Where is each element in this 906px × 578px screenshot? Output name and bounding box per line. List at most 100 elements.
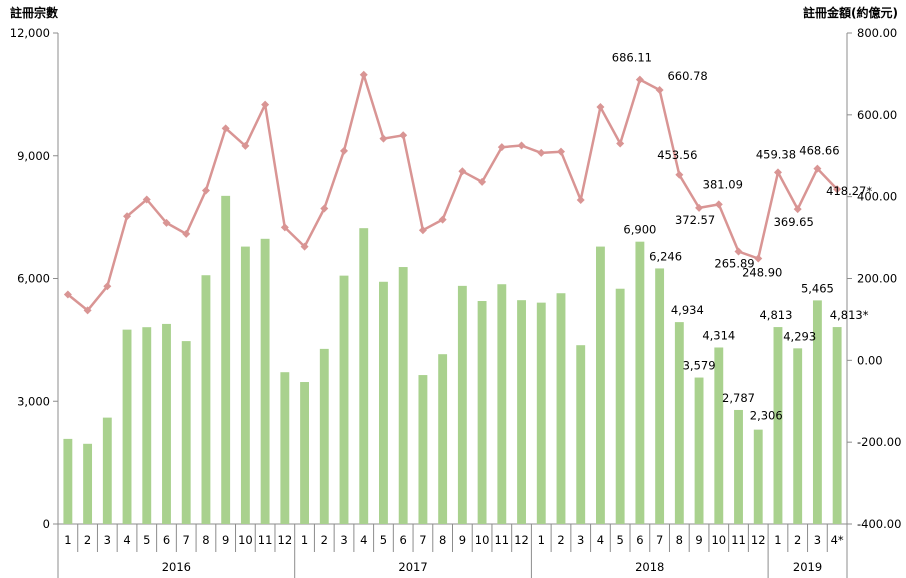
- bar: [379, 281, 388, 524]
- x-tick-label: 4: [360, 533, 367, 547]
- x-tick-label: 1: [64, 533, 71, 547]
- line-path: [67, 73, 839, 312]
- line-point: [63, 290, 72, 299]
- line-point: [478, 177, 487, 186]
- x-tick-label: 8: [439, 533, 446, 547]
- x-tick-label: 10: [711, 533, 726, 547]
- x-tick-label: 12: [278, 533, 293, 547]
- line-point: [359, 70, 368, 79]
- bar: [674, 322, 684, 524]
- line-point: [261, 100, 270, 109]
- line-point: [576, 195, 585, 204]
- bar-data-label: 2,787: [722, 391, 755, 405]
- x-tick-label: 2: [557, 533, 564, 547]
- bar: [83, 443, 93, 524]
- x-axis: 1 2 3 4 5 6 7 8 9 10 11 12 1 2 3 4 5 6 7 8 9 10 11 12 1 2 3 4 5 6 7 8 9 1…: [57, 524, 848, 578]
- x-tick-label: 5: [380, 533, 387, 547]
- right-tick-label: 800.00: [857, 26, 897, 40]
- bar: [398, 267, 408, 524]
- line-point: [438, 215, 447, 224]
- x-tick-label: 9: [695, 533, 702, 547]
- bar: [438, 354, 448, 524]
- x-tick-label: 11: [258, 533, 273, 547]
- bar: [635, 241, 645, 525]
- x-tick-label: 8: [202, 533, 209, 547]
- line-data-label: 372.57: [675, 213, 715, 227]
- year-label: 2017: [398, 560, 427, 574]
- bar: [536, 302, 546, 524]
- line-point: [596, 103, 605, 112]
- bar: [300, 382, 310, 524]
- bar: [181, 341, 191, 524]
- line-point: [379, 134, 388, 143]
- line-point: [813, 164, 822, 173]
- x-tick-label: 9: [222, 533, 229, 547]
- line-data-label: 686.11: [612, 51, 652, 65]
- line-point: [773, 168, 782, 177]
- bar-data-label: 2,306: [750, 409, 783, 423]
- x-tick-label: 6: [400, 533, 407, 547]
- line-point: [793, 205, 802, 214]
- right-tick-label: -200.00: [857, 435, 901, 449]
- x-tick-label: 7: [656, 533, 663, 547]
- x-tick-label: 9: [459, 533, 466, 547]
- axes: 0 3,000 6,000 9,000 12,000 -400.00 -200.00 0.00…: [10, 26, 902, 531]
- line-point: [280, 223, 289, 232]
- bar: [63, 438, 73, 524]
- bar: [201, 275, 211, 524]
- right-tick-label: 400.00: [857, 190, 897, 204]
- right-tick-label: 0.00: [857, 353, 883, 367]
- line-point: [695, 203, 704, 212]
- bar-data-label: 4,314: [702, 328, 735, 342]
- bar: [221, 195, 231, 524]
- bar-data-label: 4,813*: [830, 308, 869, 322]
- line-data-label: 459.38: [756, 147, 796, 161]
- x-tick-label: 4: [123, 533, 130, 547]
- line-point: [458, 167, 467, 176]
- line-point: [241, 141, 250, 150]
- bar: [694, 377, 704, 524]
- line-data-label: 248.90: [742, 265, 782, 279]
- bar: [734, 409, 743, 524]
- line-point: [556, 147, 565, 156]
- bar: [280, 372, 290, 524]
- bar: [773, 327, 783, 524]
- bar-data-label: 4,934: [671, 303, 704, 317]
- bar: [260, 238, 270, 524]
- line-point: [162, 218, 171, 227]
- line-point: [833, 185, 842, 194]
- line-data-label: 660.78: [667, 69, 707, 83]
- x-tick-label: 6: [163, 533, 170, 547]
- line-point: [734, 247, 743, 256]
- line-point: [754, 254, 763, 263]
- line-point: [320, 204, 329, 213]
- left-tick-label: 12,000: [10, 26, 50, 40]
- line-data-label: 453.56: [657, 148, 697, 162]
- bar: [319, 348, 329, 524]
- bar-data-label: 4,813: [759, 308, 792, 322]
- left-tick-label: 6,000: [17, 272, 50, 286]
- bar-series: [63, 195, 842, 525]
- x-tick-label: 1: [538, 533, 545, 547]
- bar-data-label: 6,900: [623, 223, 656, 237]
- line-point: [418, 226, 427, 235]
- bar: [418, 375, 428, 524]
- bar: [753, 429, 763, 524]
- bar-data-label: 4,293: [783, 329, 816, 343]
- x-tick-label: 12: [751, 533, 766, 547]
- bar: [714, 347, 724, 524]
- bar: [793, 348, 803, 524]
- bar: [122, 329, 132, 524]
- line-point: [537, 148, 546, 157]
- line-point: [675, 170, 684, 179]
- bar: [240, 246, 250, 524]
- x-tick-label: 2: [794, 533, 801, 547]
- x-tick-label: 10: [238, 533, 253, 547]
- right-axis-title: 註冊金額(約億元): [803, 5, 898, 20]
- bar-data-label: 3,579: [683, 359, 716, 373]
- left-tick-label: 9,000: [17, 149, 50, 163]
- x-tick-label: 3: [814, 533, 821, 547]
- x-tick-label: 3: [104, 533, 111, 547]
- bar: [142, 327, 152, 524]
